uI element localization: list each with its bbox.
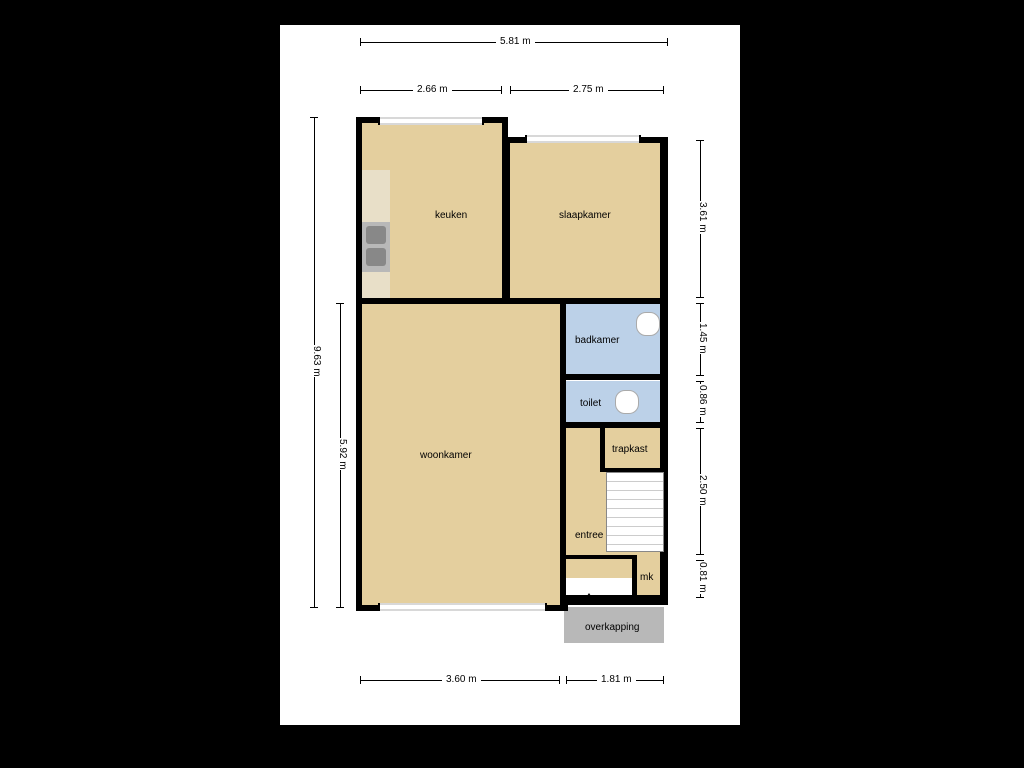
toilet-fixture (615, 390, 639, 414)
wall-9 (560, 303, 566, 608)
dim-label: 0.81 m (693, 561, 712, 594)
window-0 (378, 117, 484, 125)
wall-12 (600, 428, 605, 472)
dim-label: 3.61 m (693, 201, 712, 234)
wall-10 (560, 374, 668, 380)
wall-7 (502, 140, 510, 300)
wall-6 (564, 595, 668, 605)
label-overkapping: overkapping (585, 622, 639, 633)
label-woonkamer: woonkamer (420, 450, 472, 461)
label-entree: entree (575, 530, 603, 541)
window-2 (378, 603, 547, 611)
label-trapkast: trapkast (612, 444, 648, 455)
stairs (606, 472, 664, 552)
label-slaapkamer: slaapkamer (559, 210, 611, 221)
dim-label: 1.45 m (693, 322, 712, 355)
wall-8 (356, 298, 668, 304)
wall-14 (564, 555, 636, 559)
dim-label: 5.81 m (496, 35, 535, 48)
wall-15 (632, 555, 637, 600)
dim-label: 2.66 m (413, 83, 452, 96)
dim-label: 2.50 m (693, 474, 712, 507)
dim-label: 3.60 m (442, 673, 481, 686)
dim-label: 0.86 m (693, 384, 712, 417)
bath-fixture (636, 312, 660, 336)
label-badkamer: badkamer (575, 335, 619, 346)
dim-label: 2.75 m (569, 83, 608, 96)
kitchen-sink (362, 222, 390, 272)
entry-arrow-icon (581, 593, 597, 605)
window-1 (525, 135, 641, 143)
dim-label: 1.81 m (597, 673, 636, 686)
floorplan-stage: overkapping keuken slaapkamer woonkamer bad… (0, 0, 1024, 768)
dim-label: 5.92 m (333, 438, 352, 471)
label-keuken: keuken (435, 210, 467, 221)
dim-label: 9.63 m (307, 345, 326, 378)
label-toilet: toilet (580, 398, 601, 409)
label-mk: mk (640, 572, 653, 583)
wall-11 (560, 422, 668, 428)
